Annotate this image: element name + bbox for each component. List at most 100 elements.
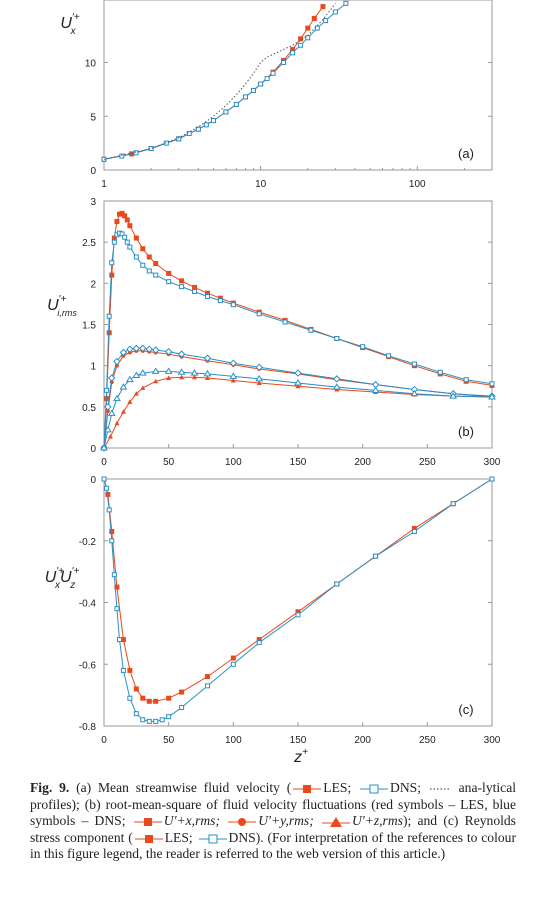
data-point bbox=[195, 126, 201, 132]
data-point bbox=[386, 353, 392, 359]
data-point bbox=[332, 9, 338, 15]
data-point bbox=[411, 525, 417, 531]
data-point bbox=[489, 476, 495, 482]
series-line bbox=[103, 6, 324, 160]
x-tick-label: 0 bbox=[101, 457, 107, 468]
data-point bbox=[114, 219, 120, 225]
data-point bbox=[314, 25, 320, 31]
data-point bbox=[139, 344, 147, 353]
caption-dns: DNS; bbox=[390, 780, 422, 795]
y-tick-label: -0.8 bbox=[79, 722, 97, 733]
data-point bbox=[217, 298, 223, 304]
data-point bbox=[159, 717, 165, 723]
data-point bbox=[166, 270, 172, 276]
figure: 0 5 10 1 10 100 (a) 0 0.5 1 1.5 2 2.5 3 0 50 100 150 200 25… bbox=[45, 0, 501, 766]
panel-c-xlabel-part: + bbox=[302, 747, 308, 758]
data-point bbox=[127, 223, 133, 229]
data-point bbox=[151, 367, 160, 374]
panel-c-ylabel-part: z bbox=[69, 580, 75, 591]
data-point bbox=[109, 260, 115, 266]
data-point bbox=[127, 244, 133, 250]
data-point bbox=[179, 284, 185, 290]
y-tick-label: 1 bbox=[90, 362, 96, 373]
data-point bbox=[122, 234, 128, 240]
series-les-u-y-rms bbox=[102, 348, 494, 450]
y-tick-label: 5 bbox=[90, 112, 96, 123]
y-tick-label: 2.5 bbox=[82, 238, 96, 249]
data-point bbox=[311, 15, 317, 21]
data-point bbox=[360, 344, 366, 350]
panel-a-ylabel-part: U bbox=[60, 15, 72, 32]
data-point bbox=[258, 81, 264, 87]
data-point bbox=[132, 371, 141, 379]
data-point bbox=[105, 491, 111, 497]
data-point bbox=[125, 375, 134, 383]
data-point bbox=[295, 383, 301, 389]
series-dns-u-z-rms bbox=[100, 367, 496, 451]
data-point bbox=[140, 695, 146, 701]
data-point bbox=[192, 374, 198, 380]
data-point bbox=[117, 637, 123, 643]
data-point bbox=[133, 391, 139, 396]
data-point bbox=[140, 246, 146, 252]
data-point bbox=[290, 50, 296, 56]
data-point bbox=[177, 350, 186, 358]
data-point bbox=[333, 375, 341, 383]
data-point bbox=[256, 380, 262, 385]
uz-legend-icon bbox=[321, 816, 350, 827]
data-point bbox=[166, 375, 172, 381]
data-point bbox=[114, 584, 120, 590]
data-point bbox=[256, 311, 262, 317]
data-point bbox=[334, 581, 340, 587]
data-point bbox=[119, 153, 125, 159]
x-tick-label: 200 bbox=[354, 457, 371, 468]
data-point bbox=[114, 420, 120, 426]
panel-label-1: (a) bbox=[458, 146, 474, 161]
data-point bbox=[101, 476, 107, 482]
series-line bbox=[103, 478, 493, 702]
panel-c-ylabel-part: U bbox=[60, 569, 72, 586]
les-legend-icon-2 bbox=[134, 834, 163, 843]
data-point bbox=[113, 357, 121, 366]
data-point bbox=[113, 394, 121, 402]
caption-part-c2: ). (For interpretation of the references… bbox=[30, 829, 516, 862]
data-point bbox=[120, 667, 126, 673]
data-point bbox=[109, 538, 115, 544]
data-point bbox=[204, 375, 210, 381]
data-point bbox=[104, 387, 110, 393]
x-tick-label: 250 bbox=[419, 735, 436, 746]
caption-part-a2: ana-lytical profiles); (b) root-mean-squ… bbox=[30, 780, 517, 829]
data-point bbox=[153, 718, 159, 724]
data-point bbox=[107, 409, 116, 416]
data-point bbox=[210, 118, 216, 124]
data-point bbox=[295, 609, 301, 615]
caption-ux: U'+x,rms; bbox=[163, 813, 221, 829]
data-point bbox=[114, 606, 120, 612]
data-point bbox=[203, 354, 212, 362]
data-point bbox=[122, 213, 128, 219]
x-tick-label: 300 bbox=[484, 735, 501, 746]
panel-b-ylabel-part: i,rms bbox=[57, 308, 77, 318]
data-point bbox=[298, 42, 304, 48]
panel-b-ylabel-part: ′+ bbox=[59, 294, 67, 305]
series-line bbox=[103, 350, 493, 449]
data-point bbox=[107, 433, 113, 439]
data-point bbox=[119, 383, 128, 390]
data-point bbox=[192, 289, 198, 295]
y-tick-label: 2 bbox=[90, 279, 96, 290]
panel-c-ylabel: U′+ xU′+ z bbox=[45, 566, 80, 591]
data-point bbox=[153, 378, 159, 384]
data-point bbox=[138, 369, 147, 376]
data-point bbox=[146, 254, 152, 260]
caption-dns-2: DNS bbox=[228, 829, 256, 845]
data-point bbox=[133, 686, 139, 692]
caption-part-a: (a) Mean streamwise fluid velocity ( bbox=[69, 780, 292, 795]
data-point bbox=[140, 262, 146, 268]
data-point bbox=[305, 35, 311, 41]
data-point bbox=[190, 369, 199, 376]
data-point bbox=[233, 101, 239, 107]
data-point bbox=[127, 399, 133, 404]
caption-uz: U'+z,rms bbox=[351, 813, 403, 829]
x-tick-label: 100 bbox=[409, 179, 426, 190]
data-point bbox=[463, 377, 469, 383]
